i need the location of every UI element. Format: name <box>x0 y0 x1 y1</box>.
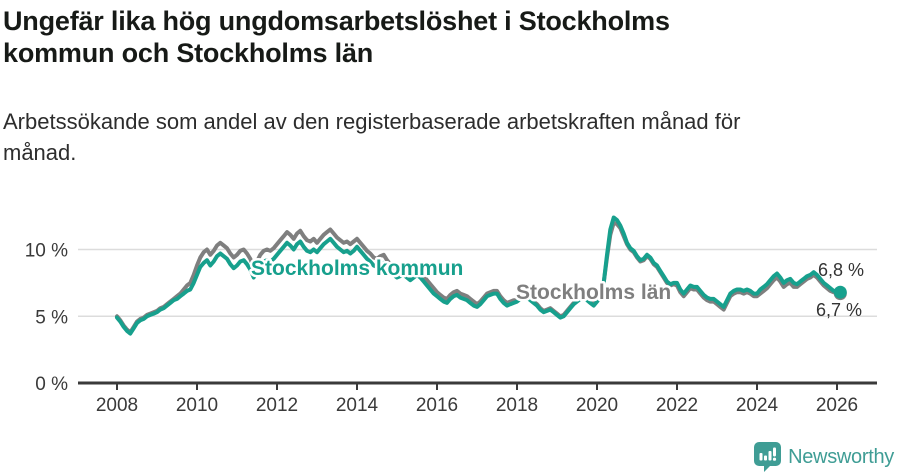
brand-name: Newsworthy <box>788 445 894 468</box>
chart-subtitle: Arbetssökande som andel av den registerb… <box>3 106 863 168</box>
y-tick-label: 5 % <box>35 307 68 328</box>
series-end-dot-kommun <box>833 285 847 299</box>
x-tick-label: 2018 <box>496 395 538 416</box>
series-line-lan <box>115 220 843 335</box>
x-tick-label: 2010 <box>176 395 218 416</box>
newsworthy-logo: Newsworthy <box>754 442 894 472</box>
bar-chart-speech-bubble-icon <box>754 442 782 472</box>
title-line-2: kommun och Stockholms län <box>3 38 374 68</box>
x-tick-label: 2022 <box>656 395 698 416</box>
unemployment-line-chart: 0 % 5 % 10 % 2008 2010 2012 2014 2016 2018 2020 20… <box>25 215 877 416</box>
subtitle-line-2: månad. <box>3 140 77 165</box>
end-value-label-kommun: 6,8 % <box>818 260 864 280</box>
page-title: Ungefär lika hög ungdomsarbetslöshet i S… <box>3 5 833 69</box>
x-tick-label: 2016 <box>416 395 458 416</box>
x-tick-label: 2026 <box>816 395 858 416</box>
title-line-1: Ungefär lika hög ungdomsarbetslöshet i S… <box>3 6 670 36</box>
chart-area: 0 % 5 % 10 % 2008 2010 2012 2014 2016 2018 2020 20… <box>0 200 900 430</box>
series-line-kommun <box>115 215 843 336</box>
subtitle-line-1: Arbetssökande som andel av den registerb… <box>3 109 741 134</box>
y-tick-label: 10 % <box>25 241 68 262</box>
series-label-kommun: Stockholms kommun <box>251 257 463 280</box>
x-tick-label: 2014 <box>336 395 379 416</box>
x-tick-label: 2020 <box>576 395 618 416</box>
y-tick-label: 0 % <box>35 374 68 395</box>
x-tick-label: 2008 <box>96 395 138 416</box>
end-value-label-lan: 6,7 % <box>816 300 862 320</box>
x-tick-label: 2024 <box>736 395 779 416</box>
x-tick-label: 2012 <box>256 395 298 416</box>
series-label-lan: Stockholms län <box>516 281 671 304</box>
